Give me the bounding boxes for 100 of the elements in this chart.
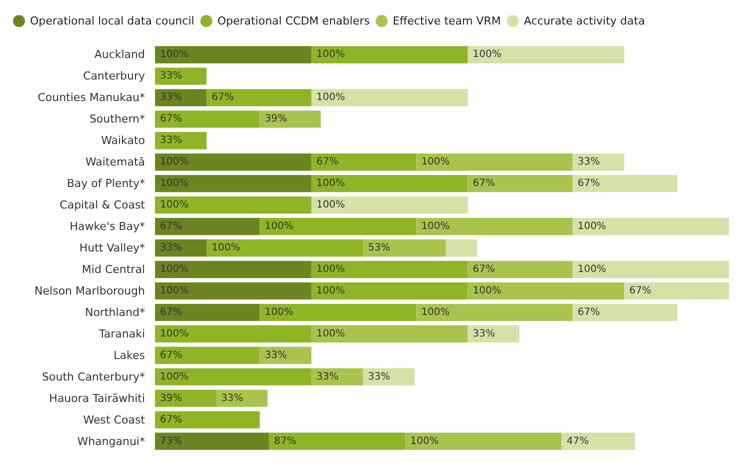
data-label: 33% xyxy=(160,135,182,146)
data-label: 100% xyxy=(264,221,294,232)
bar xyxy=(260,110,321,128)
data-label: 100% xyxy=(212,242,240,254)
y-tick-label: South Canterbury* xyxy=(42,370,146,384)
data-label: 33% xyxy=(578,156,600,168)
data-label: 67% xyxy=(316,156,339,168)
bar xyxy=(405,432,562,450)
y-tick-label: Hauora Tairāwhiti xyxy=(49,392,145,405)
data-label: 100% xyxy=(160,178,189,190)
data-label: 100% xyxy=(421,221,450,232)
data-label: 33% xyxy=(264,350,288,361)
data-label: 100% xyxy=(578,264,606,275)
bar xyxy=(468,325,520,342)
bar xyxy=(260,218,416,236)
data-label: 100% xyxy=(160,371,189,382)
data-label: 73% xyxy=(160,436,182,447)
bar xyxy=(572,218,729,236)
data-label: 100% xyxy=(316,178,345,190)
bar xyxy=(311,46,468,64)
bar xyxy=(155,110,260,128)
y-tick-label: Auckland xyxy=(94,48,145,62)
bar xyxy=(155,46,312,64)
y-tick-label: Counties Manukau* xyxy=(38,91,146,104)
bar xyxy=(155,196,312,214)
bar xyxy=(311,325,468,342)
data-label: 100% xyxy=(578,221,606,232)
y-tick-label: Mid Central xyxy=(82,262,145,276)
data-label: 33% xyxy=(316,371,339,382)
data-label: 100% xyxy=(264,306,294,318)
bar xyxy=(155,282,312,300)
legend-label: Operational local data council xyxy=(30,14,194,28)
bar xyxy=(311,282,468,300)
bar xyxy=(363,239,446,257)
data-label: 33% xyxy=(368,371,390,382)
data-label: 100% xyxy=(160,264,189,275)
bar xyxy=(624,282,729,300)
data-label: 100% xyxy=(160,156,189,168)
y-tick-label: Hutt Valley* xyxy=(79,242,146,254)
bar xyxy=(416,218,573,236)
legend-label: Operational CCDM enablers xyxy=(217,14,370,28)
data-label: 33% xyxy=(160,70,182,82)
data-label: 100% xyxy=(472,285,502,296)
bar xyxy=(155,260,312,278)
data-label: 33% xyxy=(220,392,244,404)
y-tick-label: Northland* xyxy=(84,306,146,319)
data-label: 67% xyxy=(212,92,234,104)
bar xyxy=(206,89,312,106)
y-tick-label: Taranaki xyxy=(98,327,145,340)
bar xyxy=(572,260,729,278)
data-label: 33% xyxy=(160,92,182,104)
bar xyxy=(311,89,468,106)
y-tick-label: Bay of Plenty* xyxy=(66,177,146,190)
bar xyxy=(155,432,270,450)
bar xyxy=(155,68,207,85)
data-label: 100% xyxy=(160,285,189,296)
y-tick-label: Canterbury xyxy=(83,70,146,83)
data-label: 100% xyxy=(472,49,502,60)
bar xyxy=(311,154,416,171)
bar xyxy=(155,368,312,386)
data-label: 67% xyxy=(160,114,182,125)
legend-label: Effective team VRM xyxy=(392,14,501,28)
data-label: 67% xyxy=(160,221,182,232)
bar xyxy=(206,239,364,257)
bar xyxy=(572,174,678,192)
data-label: 47% xyxy=(566,436,589,447)
bar xyxy=(155,174,312,192)
bar xyxy=(311,196,468,214)
bar xyxy=(260,304,416,322)
data-label: 67% xyxy=(578,306,600,318)
y-tick-label: Nelson Marlborough xyxy=(34,284,146,298)
data-label: 67% xyxy=(160,350,182,361)
bar xyxy=(155,390,216,407)
data-label: 100% xyxy=(316,92,345,104)
bar xyxy=(416,154,573,171)
bar xyxy=(155,411,260,428)
data-label: 67% xyxy=(472,178,496,190)
data-label: 39% xyxy=(160,392,182,404)
data-label: 67% xyxy=(578,178,600,190)
bar xyxy=(269,432,406,450)
bar xyxy=(216,390,268,407)
data-label: 100% xyxy=(160,328,189,340)
data-label: 67% xyxy=(472,264,496,275)
bar xyxy=(416,304,573,322)
data-label: 100% xyxy=(316,49,345,60)
legend-label: Accurate activity data xyxy=(524,14,645,28)
bar xyxy=(468,174,573,192)
data-label: 33% xyxy=(472,328,496,340)
bar xyxy=(155,218,260,236)
bar xyxy=(468,260,573,278)
bar xyxy=(468,282,624,300)
bar xyxy=(572,304,678,322)
data-label: 100% xyxy=(316,328,345,340)
data-label: 67% xyxy=(160,414,182,426)
data-label: 67% xyxy=(160,306,182,318)
y-tick-label: Whanganui* xyxy=(77,434,146,448)
y-tick-label: Capital & Coast xyxy=(60,198,146,212)
data-label: 100% xyxy=(421,306,450,318)
data-label: 100% xyxy=(160,49,189,60)
data-label: 33% xyxy=(160,242,182,254)
